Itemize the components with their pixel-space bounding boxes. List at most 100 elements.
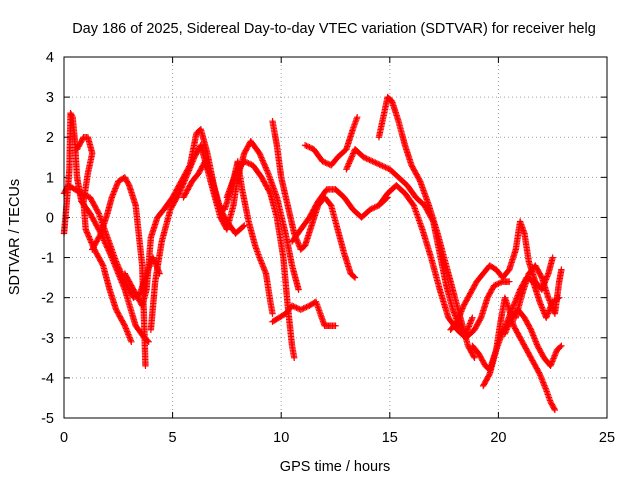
data-point (349, 151, 356, 159)
data-point (260, 160, 268, 167)
tick-labels: 0 5 10 15 20 25 -5 -4 -3 -2 -1 0 1 2 3 4 (41, 50, 615, 446)
data-point (258, 154, 265, 161)
data-point (379, 162, 386, 170)
data-point (469, 314, 476, 321)
data-point (142, 362, 149, 370)
data-point (303, 303, 310, 311)
data-point (113, 259, 120, 267)
y-tick-label: 3 (46, 90, 54, 106)
data-point (368, 205, 375, 212)
series-19 (512, 262, 565, 321)
data-point (323, 160, 331, 167)
data-point (549, 254, 556, 261)
data-point (258, 155, 266, 163)
data-point (376, 161, 383, 168)
data-point (332, 322, 339, 329)
data-point (382, 164, 389, 171)
data-point (182, 175, 189, 183)
data-point (243, 159, 251, 166)
data-point (264, 168, 271, 176)
data-point (245, 160, 252, 167)
data-point (179, 181, 187, 188)
data-point (371, 204, 378, 211)
data-point (114, 261, 121, 268)
y-axis-label: SDTVAR / TECUs (7, 179, 23, 295)
data-point (369, 204, 377, 212)
data-point (97, 231, 104, 239)
series-20 (501, 306, 565, 370)
data-point (117, 268, 124, 275)
y-tick-label: 4 (46, 50, 54, 66)
data-point (293, 304, 300, 311)
data-point (306, 144, 313, 151)
data-point (551, 406, 559, 414)
data-point (303, 142, 310, 150)
series-18 (479, 294, 559, 414)
data-point (116, 265, 123, 272)
series-11 (288, 186, 391, 245)
data-point (266, 188, 273, 196)
data-point (257, 152, 264, 160)
data-point (348, 153, 356, 160)
data-point (345, 161, 352, 169)
data-point (183, 172, 190, 180)
data-point (347, 156, 354, 163)
y-tick-label: -5 (41, 411, 54, 427)
data-point (558, 342, 565, 349)
data-point (175, 190, 183, 197)
data-point (370, 158, 378, 166)
series-16 (447, 218, 556, 333)
data-point (535, 369, 543, 376)
data-point (298, 305, 306, 313)
data-point (290, 303, 297, 310)
data-point (300, 305, 307, 312)
data-point (383, 164, 391, 172)
data-point (85, 233, 93, 240)
y-tick-label: -1 (41, 251, 54, 267)
data-point (372, 203, 380, 210)
data-points (60, 93, 565, 414)
y-tick-label: 2 (46, 130, 54, 146)
series-10 (269, 298, 339, 329)
data-point (261, 162, 269, 170)
data-point (367, 206, 374, 213)
data-point (86, 234, 93, 242)
data-point (557, 343, 564, 351)
data-point (350, 273, 358, 280)
x-tick-label: 0 (60, 430, 68, 446)
data-point (550, 405, 558, 412)
data-point (125, 180, 132, 188)
data-point (471, 354, 478, 362)
data-point (527, 325, 534, 332)
data-point (416, 176, 423, 184)
data-point (351, 274, 359, 281)
data-point (345, 160, 353, 167)
data-point (99, 261, 106, 268)
data-point (262, 164, 269, 171)
data-point (114, 262, 122, 270)
data-point (182, 174, 190, 181)
data-point (343, 166, 350, 173)
data-point (177, 187, 184, 194)
data-point (183, 171, 191, 178)
x-tick-label: 15 (382, 430, 398, 446)
data-point (320, 158, 328, 166)
y-tick-label: -3 (41, 331, 54, 347)
data-point (498, 279, 505, 286)
data-point (346, 158, 353, 166)
y-tick-label: -2 (41, 291, 54, 307)
x-axis-label: GPS time / hours (280, 459, 390, 475)
data-point (128, 338, 135, 345)
data-point (239, 223, 247, 230)
data-point (94, 208, 102, 216)
data-point (506, 278, 513, 285)
data-point (260, 158, 267, 166)
data-point (179, 183, 186, 190)
data-point (241, 222, 248, 229)
data-point (115, 264, 122, 271)
data-point (322, 159, 329, 166)
data-point (259, 157, 266, 164)
data-point (490, 282, 498, 289)
data-point (363, 155, 370, 162)
